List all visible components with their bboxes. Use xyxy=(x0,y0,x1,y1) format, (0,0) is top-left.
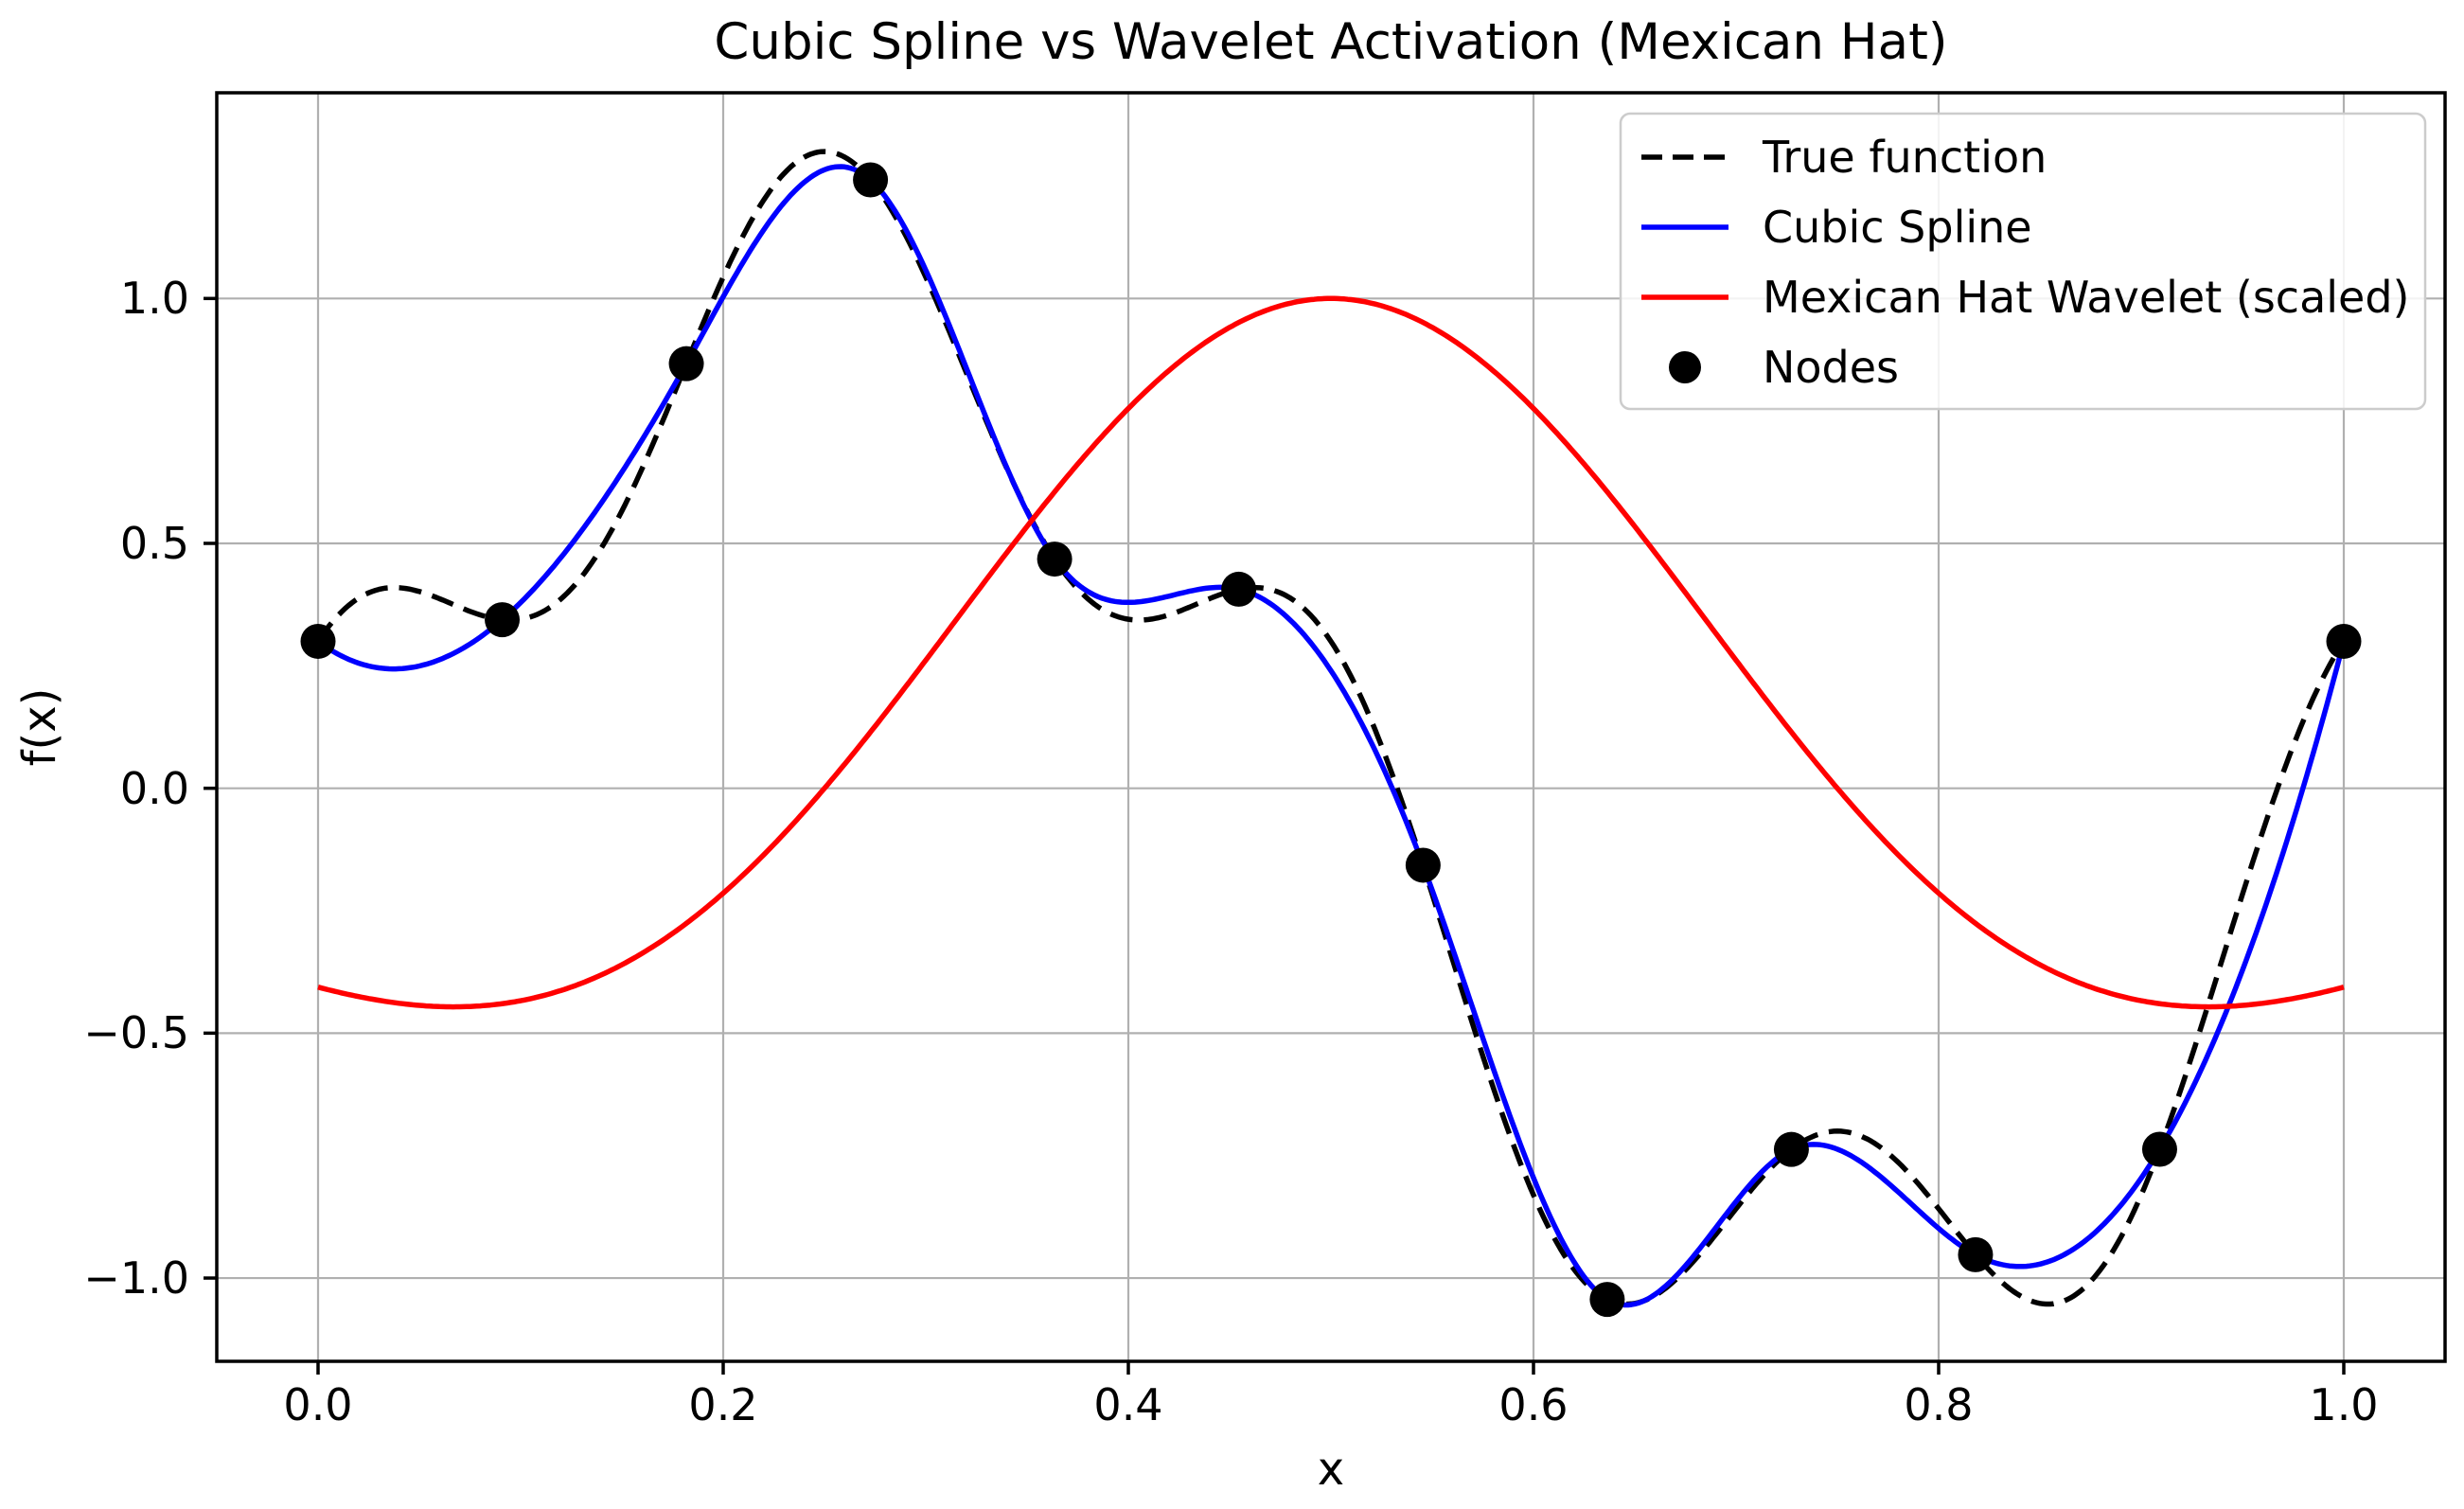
x-tick-label: 0.0 xyxy=(283,1379,352,1430)
legend-frame xyxy=(1619,112,2427,411)
y-tick-label: 0.5 xyxy=(120,518,189,569)
node-point xyxy=(668,346,704,382)
x-tick-label: 0.6 xyxy=(1498,1379,1568,1430)
node-point xyxy=(1037,541,1072,577)
node-point xyxy=(853,162,889,198)
legend: True function Cubic Spline Mexican Hat W… xyxy=(1619,112,2427,411)
node-point xyxy=(1221,571,1257,607)
legend-label-nodes: Nodes xyxy=(1763,342,1899,393)
y-tick-label: 1.0 xyxy=(120,273,189,324)
series-layer xyxy=(315,149,2347,1308)
node-point xyxy=(2141,1131,2177,1167)
curve-true-function xyxy=(315,149,2347,1307)
x-tick-label: 0.8 xyxy=(1904,1379,1973,1430)
legend-label-true-function: True function xyxy=(1762,132,2047,183)
x-axis-label: x xyxy=(1318,1443,1344,1496)
legend-handles xyxy=(1641,154,1728,383)
node-point xyxy=(1589,1282,1625,1318)
plot-frame xyxy=(215,91,2447,1363)
x-tick-label: 1.0 xyxy=(2309,1379,2378,1430)
node-point xyxy=(2326,623,2362,659)
legend-label-cubic-spline: Cubic Spline xyxy=(1763,202,2032,253)
legend-handle-nodes xyxy=(1669,351,1701,383)
nodes-layer xyxy=(300,162,2362,1318)
y-tick-label: −0.5 xyxy=(83,1007,189,1058)
y-axis-label: f(x) xyxy=(13,688,66,767)
node-point xyxy=(1773,1131,1809,1167)
node-point xyxy=(485,602,521,638)
y-tick-label: −1.0 xyxy=(83,1252,189,1304)
x-tick-label: 0.4 xyxy=(1093,1379,1162,1430)
legend-label-mexican-hat: Mexican Hat Wavelet (scaled) xyxy=(1763,272,2410,323)
curve-cubic-spline xyxy=(316,164,2347,1308)
node-point xyxy=(1405,847,1441,883)
node-point xyxy=(1958,1236,1994,1272)
node-point xyxy=(300,623,336,659)
tick-marks-layer xyxy=(204,296,2346,1375)
x-tick-label: 0.2 xyxy=(688,1379,757,1430)
chart-title: Cubic Spline vs Wavelet Activation (Mexi… xyxy=(714,13,1947,71)
curve-mexican-hat-wavelet-scaled xyxy=(317,295,2345,1010)
y-tick-label: 0.0 xyxy=(120,763,189,814)
